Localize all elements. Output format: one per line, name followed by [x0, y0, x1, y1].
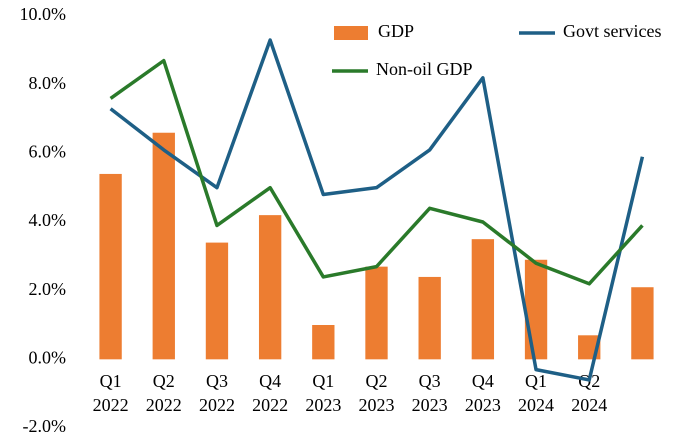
x-tick-label: Q4 2023: [465, 371, 501, 415]
x-tick-label: Q3 2022: [199, 371, 235, 415]
line: [109, 58, 644, 286]
y-tick-label: 4.0%: [29, 210, 67, 230]
legend-label: Govt services: [563, 21, 661, 41]
bar: [99, 173, 122, 360]
y-tick-label: 2.0%: [29, 279, 67, 299]
bar: [631, 287, 654, 360]
bar: [365, 266, 388, 360]
x-tick-label: Q2 2022: [146, 371, 182, 415]
x-tick-label: Q1 2023: [305, 371, 341, 415]
y-tick-label: 8.0%: [29, 73, 67, 93]
x-tick-label: Q3 2023: [412, 371, 448, 415]
bar: [205, 242, 229, 360]
legend-swatch: [334, 26, 368, 40]
bar: [471, 239, 495, 360]
bar: [152, 132, 175, 360]
y-tick-label: -2.0%: [23, 416, 67, 435]
y-tick-label: 10.0%: [20, 4, 67, 24]
legend-label: GDP: [378, 21, 414, 41]
y-tick-label: 0.0%: [29, 347, 67, 367]
y-tick-label: 6.0%: [29, 141, 67, 161]
x-tick-label: Q1 2022: [93, 371, 129, 415]
bar: [258, 215, 282, 360]
x-tick-label: Q4 2022: [252, 371, 288, 415]
bar: [524, 259, 548, 360]
x-tick-label: Q1 2024: [518, 371, 554, 415]
legend-label: Non-oil GDP: [376, 59, 473, 79]
x-tick-label: Q2 2023: [359, 371, 395, 415]
bar: [418, 276, 441, 360]
bar: [312, 325, 335, 360]
